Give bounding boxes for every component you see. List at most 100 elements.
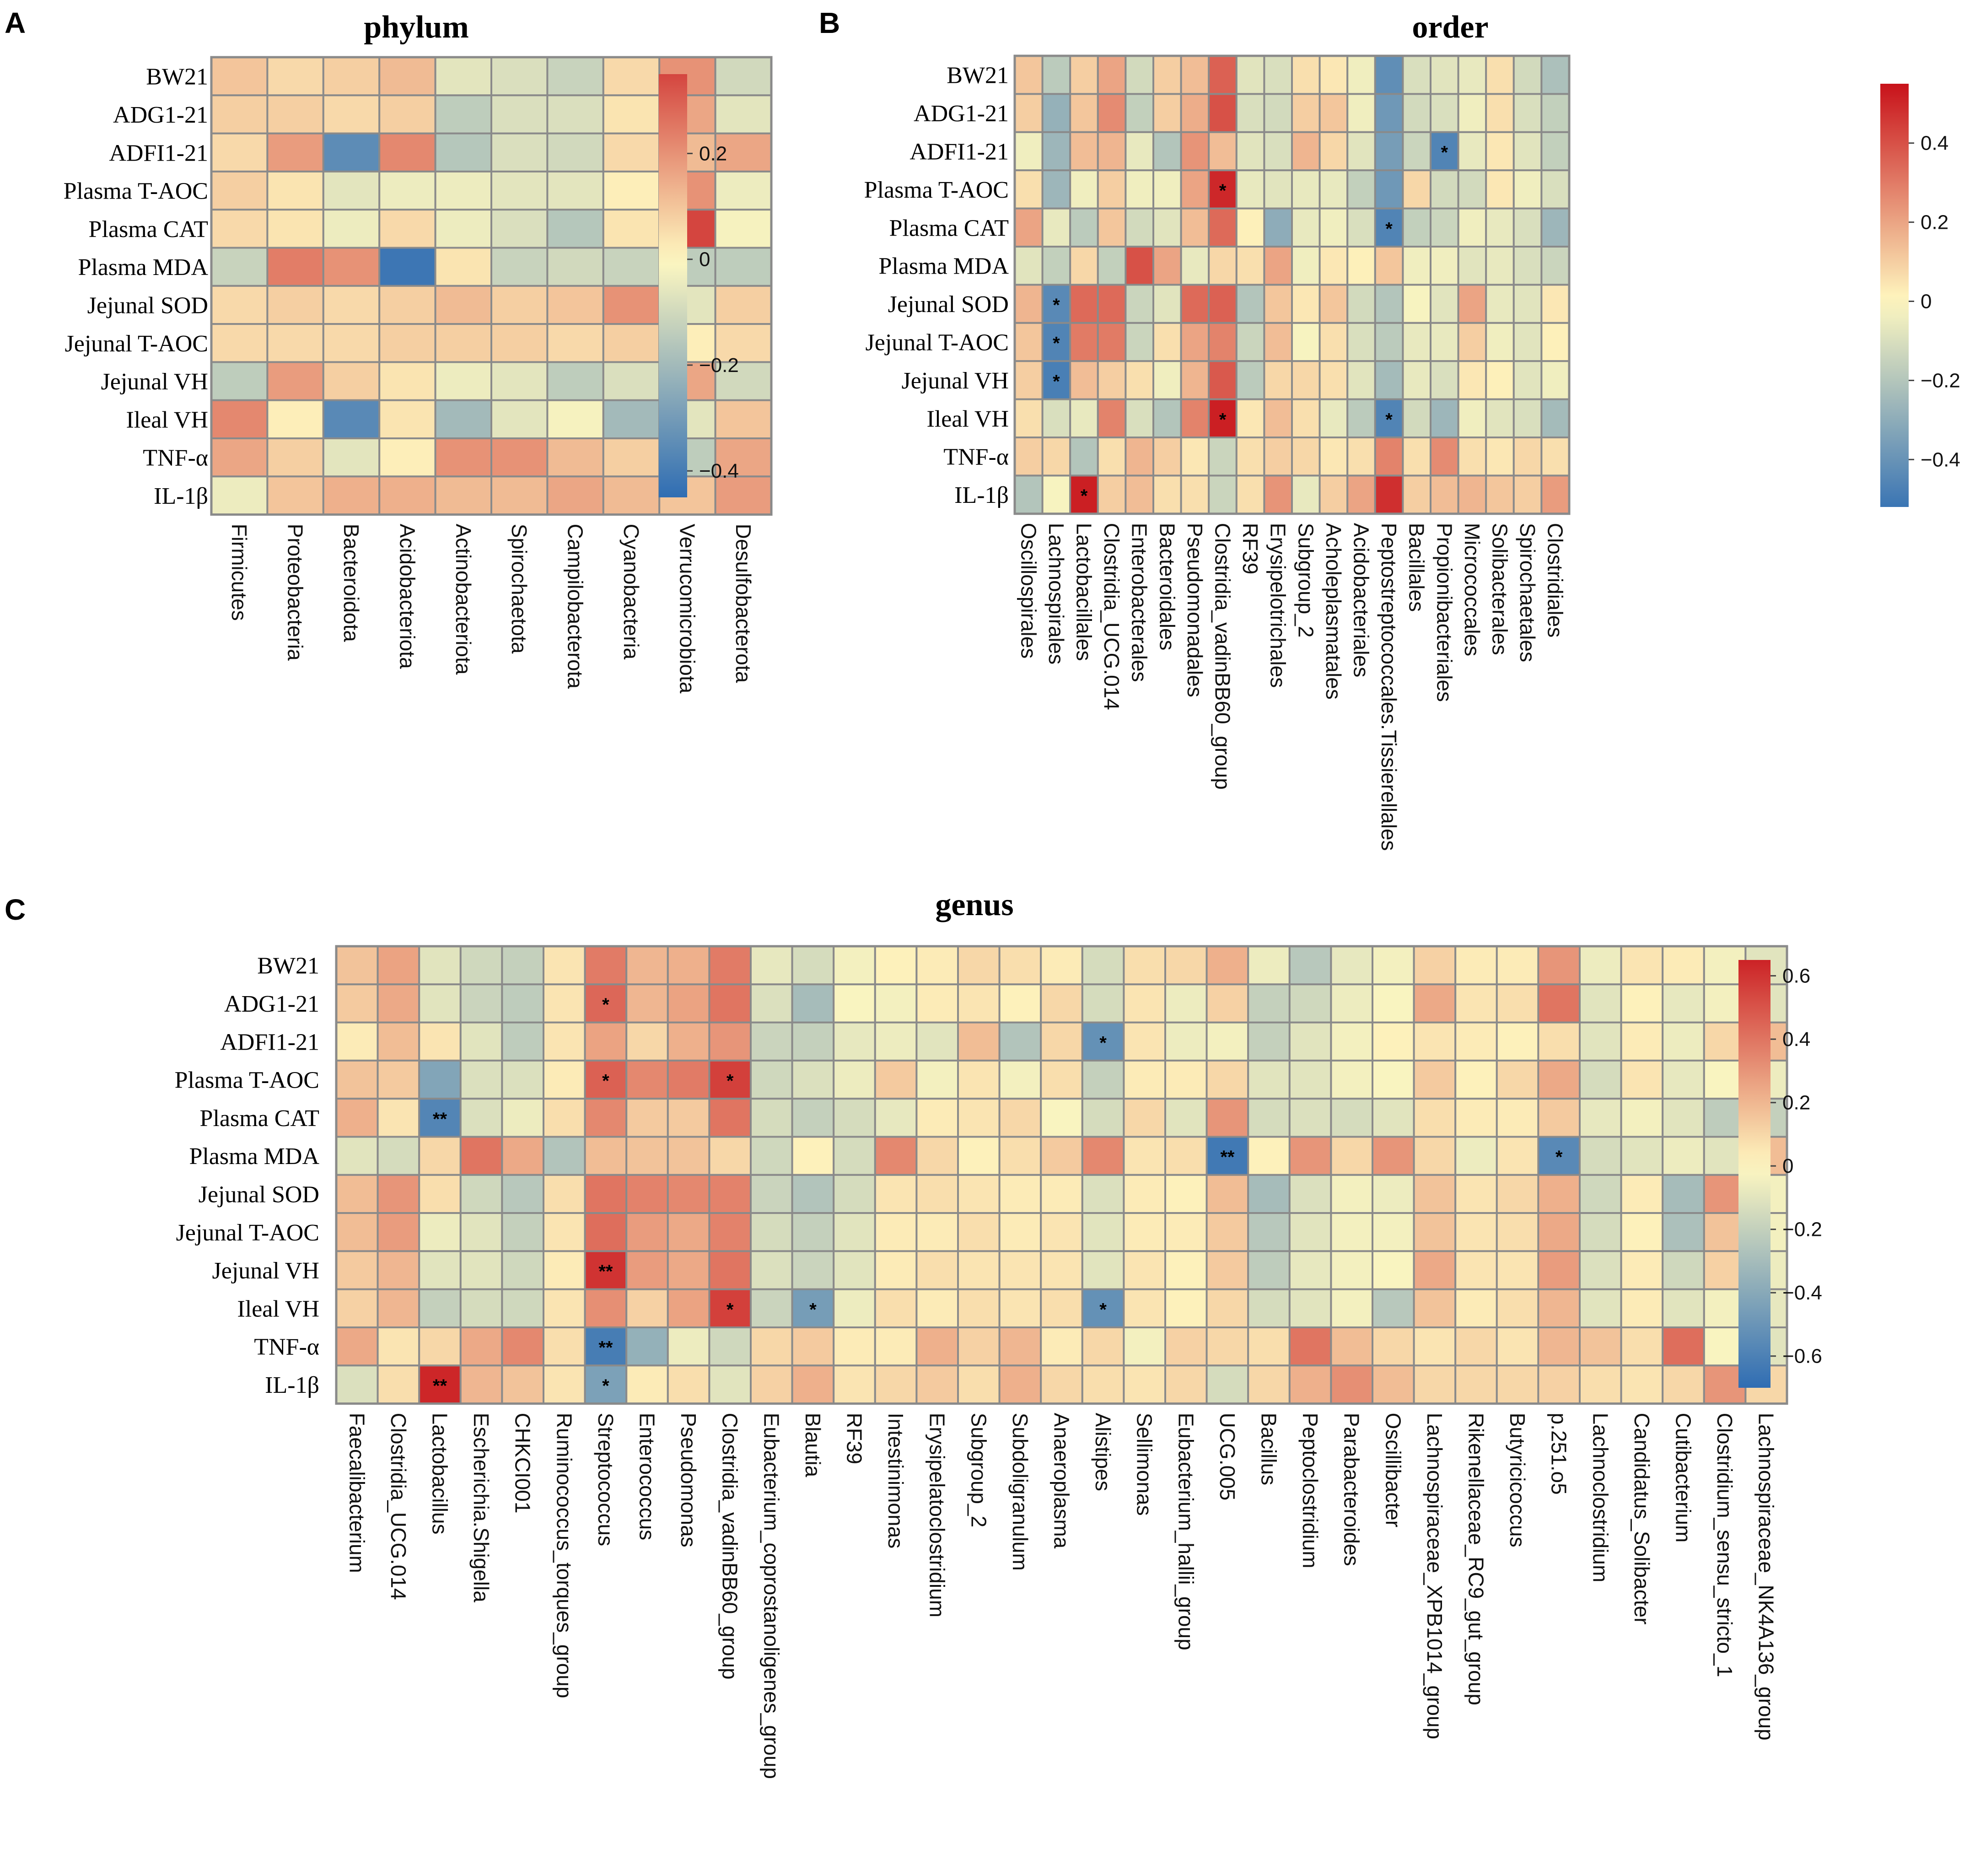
heatmap-cell bbox=[490, 94, 549, 135]
heatmap-cell bbox=[1041, 131, 1071, 172]
heatmap-cell bbox=[1454, 1136, 1498, 1176]
heatmap-cell bbox=[667, 1059, 710, 1100]
row-label: Plasma MDA bbox=[189, 1143, 319, 1170]
row-label: ADFI1-21 bbox=[109, 140, 208, 166]
heatmap-cell bbox=[1318, 169, 1349, 210]
heatmap-cell bbox=[322, 475, 381, 516]
heatmap-cell bbox=[418, 1212, 462, 1252]
heatmap-cell bbox=[1152, 93, 1182, 133]
heatmap-cell bbox=[335, 1212, 379, 1252]
heatmap-cell bbox=[1512, 360, 1543, 400]
heatmap-cell bbox=[602, 132, 661, 173]
heatmap-cell bbox=[1081, 1288, 1125, 1328]
heatmap-cell bbox=[1537, 1174, 1581, 1214]
heatmap-cell bbox=[667, 1021, 710, 1062]
heatmap-cell bbox=[266, 170, 324, 211]
heatmap-cell bbox=[998, 1098, 1042, 1138]
heatmap-cell bbox=[1123, 1250, 1166, 1290]
heatmap-cell bbox=[1069, 284, 1099, 324]
heatmap-cell bbox=[501, 983, 545, 1024]
significance-marker: ** bbox=[598, 1261, 613, 1282]
heatmap-cell bbox=[1454, 1364, 1498, 1405]
heatmap-cell bbox=[1123, 1059, 1166, 1100]
column-label: Subdoligranulum bbox=[1008, 1413, 1032, 1571]
row-label: Plasma CAT bbox=[89, 216, 208, 243]
heatmap-cell bbox=[377, 1212, 420, 1252]
heatmap-cell bbox=[1235, 360, 1265, 400]
heatmap-cell bbox=[833, 1288, 876, 1328]
row-label: Jejunal VH bbox=[212, 1258, 319, 1284]
heatmap-cell bbox=[874, 983, 918, 1024]
heatmap-cell bbox=[750, 1288, 793, 1328]
legend-tick-label: −0.4 bbox=[699, 460, 739, 482]
heatmap-cell bbox=[1579, 1174, 1622, 1214]
heatmap-cell bbox=[1620, 1021, 1664, 1062]
heatmap-cell bbox=[1041, 169, 1071, 210]
heatmap-cell bbox=[1263, 474, 1293, 515]
heatmap-cell bbox=[1496, 1364, 1539, 1405]
row-labels-phylum: BW21 ADG1-21 ADFI1-21 Plasma T-AOC Plasma CA… bbox=[64, 64, 209, 509]
heatmap-border bbox=[210, 56, 773, 516]
heatmap-cell bbox=[957, 1364, 1001, 1405]
heatmap-cell bbox=[1430, 207, 1459, 248]
heatmap-cell bbox=[1372, 1212, 1415, 1252]
heatmap-cell bbox=[266, 399, 324, 440]
significance-marker: * bbox=[1385, 410, 1393, 430]
heatmap-cell bbox=[998, 1021, 1042, 1062]
heatmap-cell bbox=[543, 1021, 586, 1062]
heatmap-cell bbox=[434, 285, 492, 325]
heatmap-cell bbox=[1205, 1212, 1249, 1252]
heatmap-cell bbox=[1318, 322, 1349, 362]
heatmap-cell bbox=[490, 399, 549, 440]
heatmap-cell bbox=[915, 1212, 959, 1252]
heatmap-cell bbox=[1247, 1250, 1291, 1290]
heatmap-cell bbox=[1372, 1250, 1415, 1290]
heatmap-cell bbox=[1081, 1174, 1125, 1214]
heatmap-cell bbox=[1457, 207, 1487, 248]
heatmap-cell bbox=[1205, 1326, 1249, 1367]
heatmap-cell bbox=[1205, 945, 1249, 986]
heatmap-cell bbox=[874, 1059, 918, 1100]
heatmap-cell bbox=[602, 56, 661, 97]
heatmap-cell bbox=[1014, 55, 1044, 95]
heatmap-cell bbox=[1430, 246, 1459, 286]
legend-colorbar bbox=[659, 74, 687, 497]
heatmap-cell bbox=[490, 323, 549, 363]
heatmap-cell bbox=[1346, 207, 1376, 248]
heatmap-cell bbox=[957, 945, 1001, 986]
column-label: Lachnospiraceae_NK4A136_group bbox=[1754, 1413, 1778, 1741]
heatmap-cell bbox=[434, 56, 492, 97]
heatmap-cell bbox=[546, 170, 604, 211]
heatmap-cell bbox=[1208, 169, 1238, 210]
heatmap-cell bbox=[1372, 945, 1415, 986]
column-label: Campilobacterota bbox=[564, 524, 587, 689]
heatmap-cell bbox=[1247, 1098, 1291, 1138]
significance-marker: * bbox=[726, 1071, 734, 1091]
heatmap-cell bbox=[335, 1364, 379, 1405]
row-label: BW21 bbox=[947, 63, 1009, 89]
heatmap-cell bbox=[1402, 284, 1431, 324]
heatmap-cell bbox=[1125, 284, 1154, 324]
panel-label-C: C bbox=[5, 893, 26, 926]
heatmap-cell bbox=[625, 1136, 669, 1176]
heatmap-cell bbox=[915, 1326, 959, 1367]
heatmap-cell bbox=[1496, 945, 1539, 986]
heatmap-cell bbox=[434, 399, 492, 440]
row-label: Ileal VH bbox=[926, 406, 1009, 432]
heatmap-cell bbox=[1288, 1059, 1332, 1100]
heatmap-cell bbox=[490, 132, 549, 173]
heatmap-cell bbox=[1413, 1059, 1457, 1100]
heatmap-cell bbox=[1235, 246, 1265, 286]
heatmap-cell bbox=[335, 983, 379, 1024]
heatmap-cell bbox=[1291, 322, 1321, 362]
heatmap-cell bbox=[210, 209, 269, 249]
heatmap-cell bbox=[625, 1021, 669, 1062]
heatmap-cell bbox=[1263, 131, 1293, 172]
row-label: Jejunal VH bbox=[101, 369, 208, 395]
significance-marker: * bbox=[1219, 410, 1227, 430]
heatmap-cell bbox=[1374, 246, 1404, 286]
heatmap-cell bbox=[1040, 1326, 1083, 1367]
heatmap-cell bbox=[1512, 437, 1543, 477]
column-label: Anaeroplasma bbox=[1050, 1413, 1074, 1549]
heatmap-cell bbox=[1457, 284, 1487, 324]
